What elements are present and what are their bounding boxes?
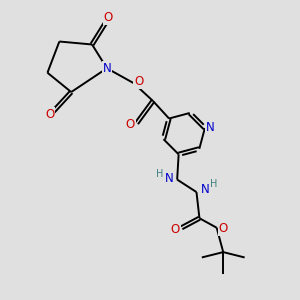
- Text: H: H: [210, 179, 218, 189]
- Text: O: O: [45, 108, 55, 122]
- Text: H: H: [156, 169, 164, 178]
- Text: O: O: [134, 75, 144, 88]
- Text: N: N: [200, 183, 209, 196]
- Text: N: N: [164, 172, 173, 185]
- Text: N: N: [206, 121, 214, 134]
- Text: O: O: [170, 223, 180, 236]
- Text: O: O: [125, 118, 135, 131]
- Text: N: N: [103, 62, 111, 75]
- Text: O: O: [104, 11, 113, 24]
- Text: O: O: [219, 222, 228, 235]
